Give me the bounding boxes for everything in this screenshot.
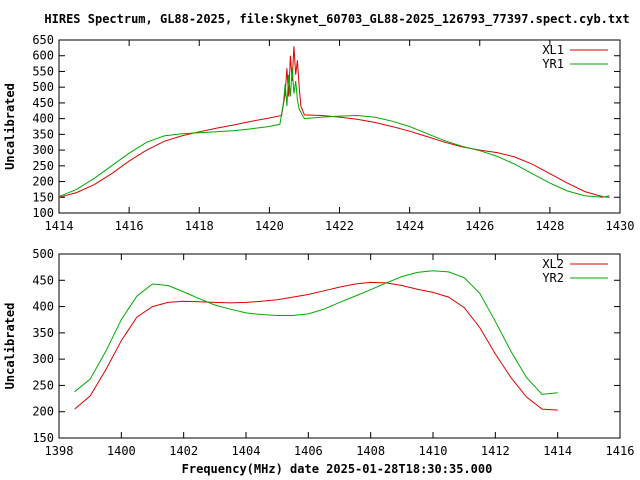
y-axis-label: Uncalibrated [3,83,17,170]
x-tick-label: 1428 [535,219,564,233]
y-tick-label: 400 [32,300,54,314]
bottom-panel: 150 200 250 300 350 400 450 500 1398 1400 1402 1404… [3,247,634,458]
legend-label: YR2 [542,271,564,285]
y-tick-label: 400 [32,112,54,126]
y-tick-label: 150 [32,431,54,445]
legend-label: YR1 [542,57,564,71]
y-tick-label: 500 [32,80,54,94]
y-tick-label: 600 [32,49,54,63]
x-tick-label: 1414 [45,219,74,233]
y-tick-label: 350 [32,326,54,340]
legend-label: XL1 [542,43,564,57]
y-tick-label: 200 [32,175,54,189]
x-tick-label: 1406 [294,444,323,458]
x-tick-label: 1408 [356,444,385,458]
x-tick-label: 1422 [325,219,354,233]
plot-frame [58,39,621,214]
x-tick-label: 1418 [185,219,214,233]
y-tick-label: 500 [32,247,54,261]
x-tick-label: 1424 [395,219,424,233]
x-tick-label: 1410 [419,444,448,458]
y-tick-label: 300 [32,143,54,157]
x-tick-label: 1404 [232,444,261,458]
y-tick-label: 650 [32,33,54,47]
x-tick-label: 1412 [481,444,510,458]
x-tick-label: 1426 [465,219,494,233]
y-axis-label: Uncalibrated [3,303,17,390]
y-tick-label: 350 [32,127,54,141]
series-line-xl2 [74,281,558,411]
top-panel: 1001502002503003504004505005506006501414… [3,33,634,233]
legend-label: XL2 [542,257,564,271]
series-line-yr2 [74,270,558,395]
y-tick-label: 450 [32,96,54,110]
y-tick-label: 250 [32,378,54,392]
y-tick-label: 250 [32,159,54,173]
x-axis-label: Frequency(MHz) date 2025-01-28T18:30:35.… [182,462,493,476]
y-tick-label: 150 [32,190,54,204]
series-line-yr1 [58,68,610,198]
x-tick-label: 1430 [606,219,635,233]
x-tick-label: 1420 [255,219,284,233]
x-tick-label: 1398 [45,444,74,458]
y-tick-label: 300 [32,352,54,366]
y-tick-label: 200 [32,405,54,419]
y-tick-label: 450 [32,273,54,287]
x-tick-label: 1416 [115,219,144,233]
plot-frame [58,253,621,439]
x-tick-label: 1416 [606,444,635,458]
x-tick-label: 1400 [107,444,136,458]
x-tick-label: 1414 [543,444,572,458]
series-line-xl1 [58,46,610,198]
y-tick-label: 550 [32,64,54,78]
x-tick-label: 1402 [169,444,198,458]
chart-title: HIRES Spectrum, GL88-2025, file:Skynet_6… [44,12,629,27]
y-tick-label: 100 [32,206,54,220]
